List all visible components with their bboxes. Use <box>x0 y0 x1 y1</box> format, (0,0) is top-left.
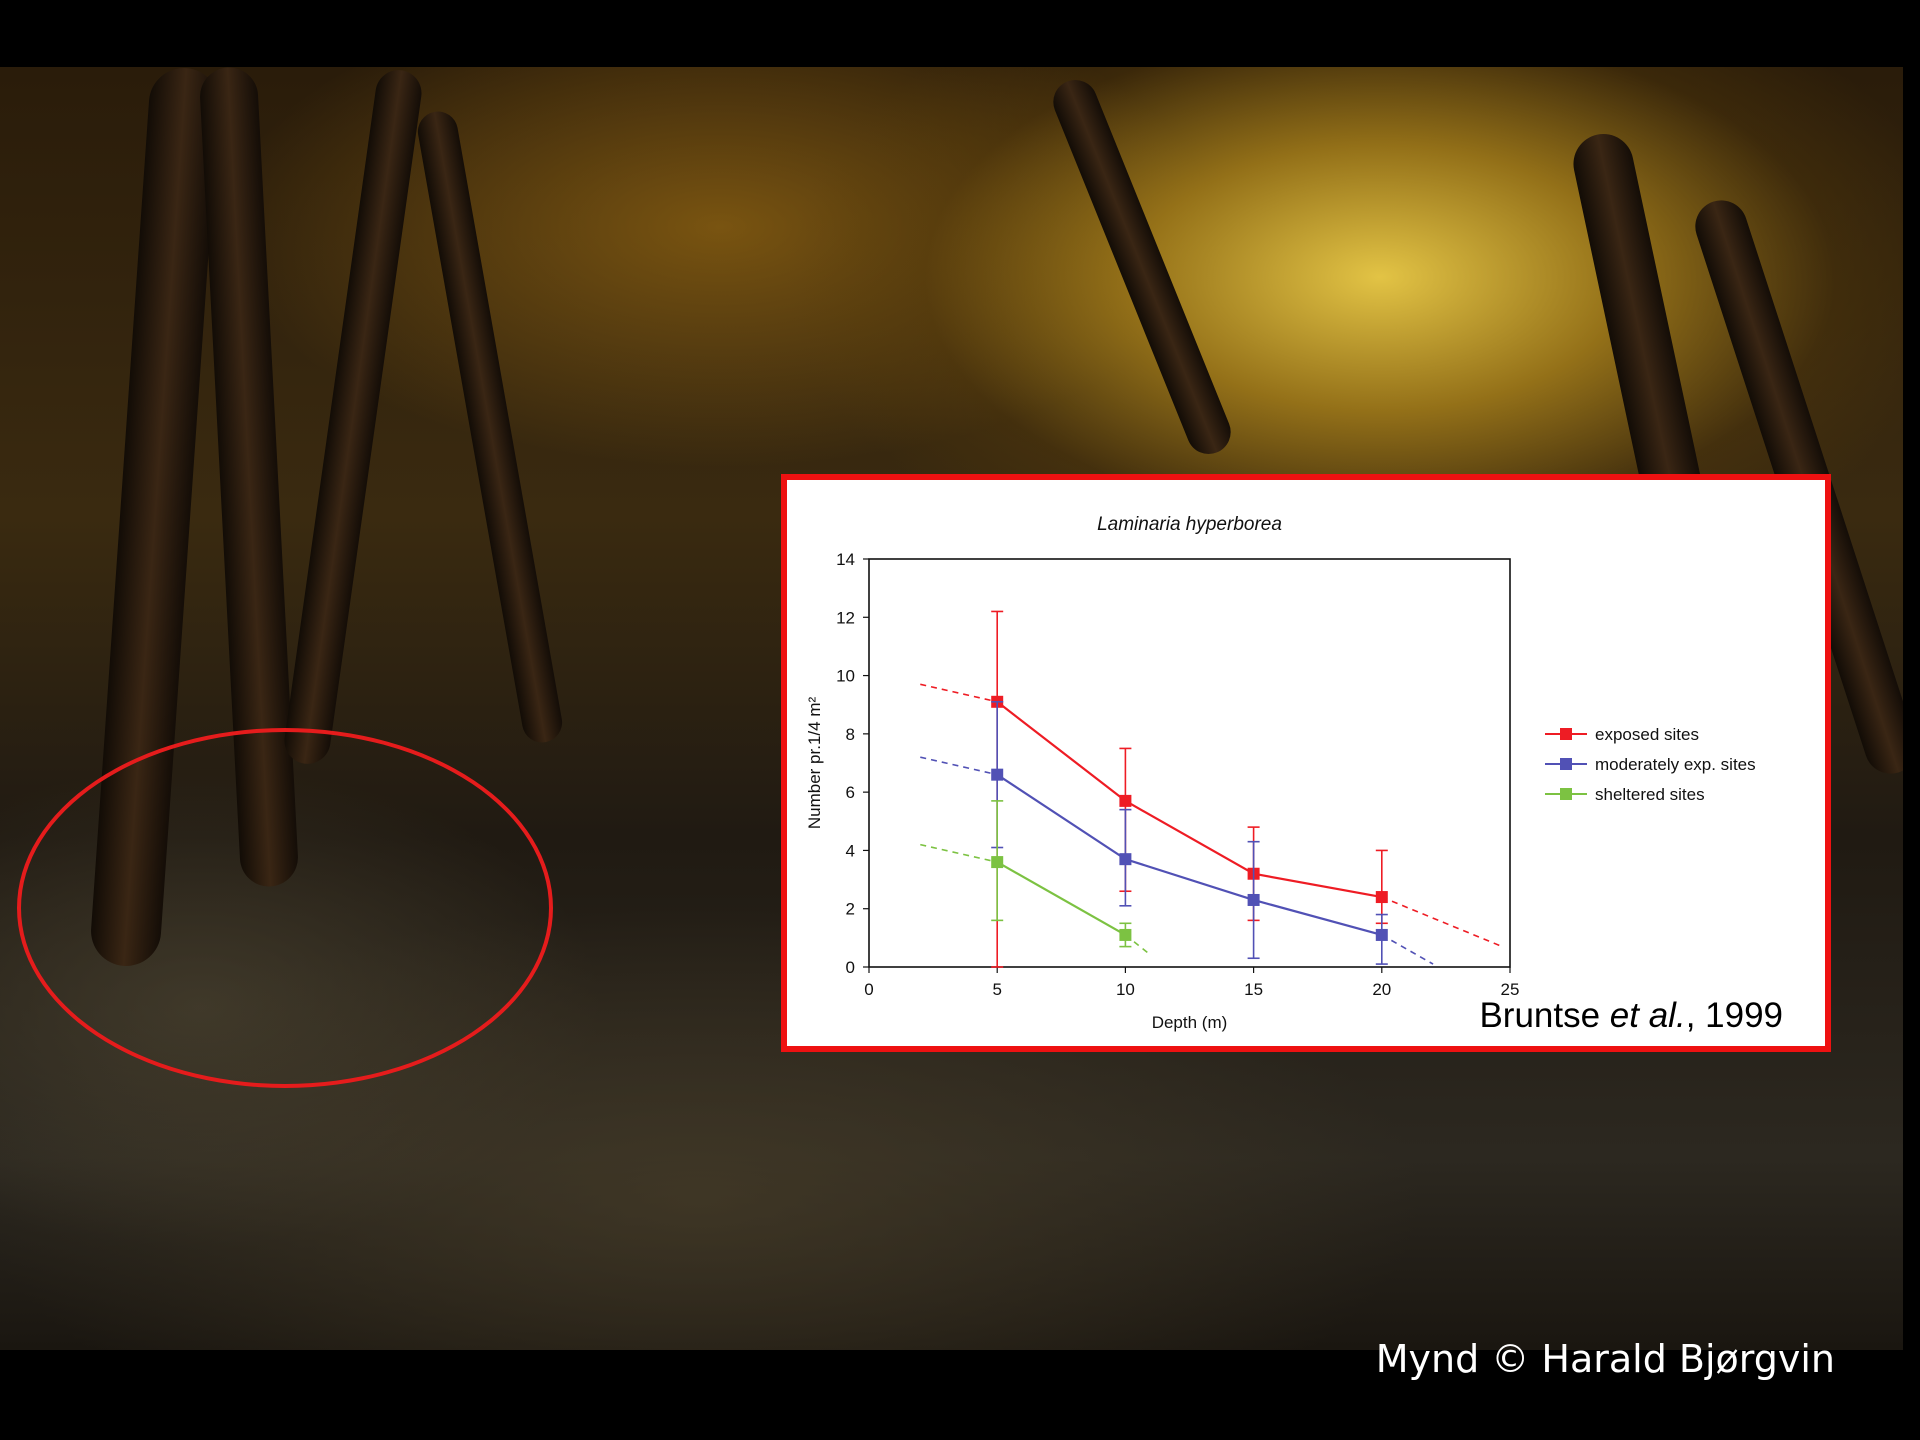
trend-line-moderately-exp-sites <box>920 756 998 776</box>
data-point-moderately-exp-sites <box>991 768 1004 781</box>
x-tick-label: 15 <box>1244 980 1263 999</box>
plot-frame <box>868 558 1511 968</box>
series-line-moderately-exp-sites <box>996 773 1383 937</box>
x-tick-label: 25 <box>1501 980 1520 999</box>
trend-line-exposed-sites <box>1381 896 1503 948</box>
kelp-stipe <box>281 67 425 767</box>
x-tick-label: 0 <box>864 980 873 999</box>
legend-marker-moderately-exp-sites <box>1560 758 1572 770</box>
citation-author: Bruntse <box>1479 996 1601 1035</box>
chart-figure: Laminaria hyperborea 0 2 4 6 8 10 12 14 0 5 10 15 20 2… <box>781 474 1831 1052</box>
y-tick-label: 12 <box>836 608 855 627</box>
y-tick-label: 14 <box>836 550 855 569</box>
depth-chart: Laminaria hyperborea 0 2 4 6 8 10 12 14 0 5 10 15 20 2… <box>805 514 1756 1032</box>
x-tick-label: 5 <box>992 980 1001 999</box>
y-tick-label: 0 <box>846 958 855 977</box>
highlight-circle <box>17 728 553 1088</box>
kelp-stipe <box>1046 73 1238 461</box>
series-line-exposed-sites <box>996 700 1382 899</box>
trend-line-sheltered-sites <box>920 843 998 863</box>
y-tick-label: 10 <box>836 667 855 686</box>
x-axis-label: Depth (m) <box>1152 1013 1228 1032</box>
x-tick-label: 20 <box>1372 980 1391 999</box>
legend-marker-sheltered-sites <box>1560 788 1572 800</box>
data-point-exposed-sites <box>1375 891 1388 904</box>
legend-label-exposed-sites: exposed sites <box>1595 725 1699 744</box>
data-point-moderately-exp-sites <box>1247 893 1260 906</box>
y-axis-label: Number pr.1/4 m² <box>805 697 824 830</box>
citation: Bruntse et al., 1999 <box>1479 996 1783 1036</box>
legend-marker-exposed-sites <box>1560 728 1572 740</box>
data-point-sheltered-sites <box>991 856 1004 869</box>
photo-credit: Mynd © Harald Bjørgvin <box>1375 1337 1835 1381</box>
trend-line-exposed-sites <box>920 683 998 703</box>
data-point-moderately-exp-sites <box>1375 928 1388 941</box>
kelp-stipe <box>414 108 566 746</box>
data-point-exposed-sites <box>1119 794 1132 807</box>
x-tick-label: 10 <box>1116 980 1135 999</box>
legend-label-sheltered-sites: sheltered sites <box>1595 785 1705 804</box>
y-tick-label: 8 <box>846 725 855 744</box>
y-tick-label: 4 <box>846 841 855 860</box>
data-point-sheltered-sites <box>1119 928 1132 941</box>
y-tick-label: 6 <box>846 783 855 802</box>
citation-year: , 1999 <box>1685 996 1783 1035</box>
chart-title: Laminaria hyperborea <box>1097 514 1282 535</box>
legend-label-moderately-exp-sites: moderately exp. sites <box>1595 755 1756 774</box>
data-point-moderately-exp-sites <box>1119 853 1132 866</box>
trend-line-moderately-exp-sites <box>1381 934 1434 965</box>
citation-etal: et al. <box>1609 996 1686 1035</box>
y-tick-label: 2 <box>846 900 855 919</box>
series-line-sheltered-sites <box>996 861 1126 936</box>
